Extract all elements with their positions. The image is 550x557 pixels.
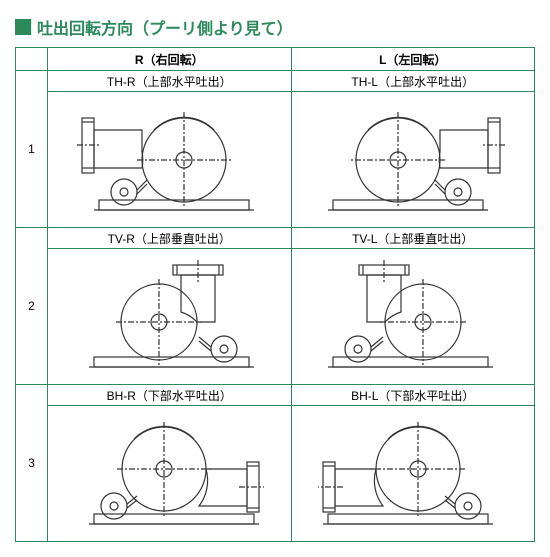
diagram-tv-l <box>291 249 535 385</box>
row-num-1: 1 <box>16 71 48 228</box>
label-bh-r: BH-R（下部水平吐出） <box>48 385 292 406</box>
row-num-2: 2 <box>16 228 48 385</box>
title-marker <box>15 19 31 35</box>
label-tv-r: TV-R（上部垂直吐出） <box>48 228 292 249</box>
header-l: L（左回転） <box>291 48 535 71</box>
diagram-tv-r <box>48 249 292 385</box>
title-text: 吐出回転方向（プーリ側より見て） <box>37 15 293 39</box>
diagram-bh-l <box>291 406 535 542</box>
diagram-th-l <box>291 92 535 228</box>
label-tv-l: TV-L（上部垂直吐出） <box>291 228 535 249</box>
diagram-th-r <box>48 92 292 228</box>
row-num-3: 3 <box>16 385 48 542</box>
header-blank <box>16 48 48 71</box>
diagram-bh-r <box>48 406 292 542</box>
section-title: 吐出回転方向（プーリ側より見て） <box>15 15 535 39</box>
label-th-l: TH-L（上部水平吐出） <box>291 71 535 92</box>
header-r: R（右回転） <box>48 48 292 71</box>
label-th-r: TH-R（上部水平吐出） <box>48 71 292 92</box>
label-bh-l: BH-L（下部水平吐出） <box>291 385 535 406</box>
rotation-direction-table: R（右回転） L（左回転） 1 TH-R（上部水平吐出） TH-L（上部水平吐出… <box>15 47 535 542</box>
